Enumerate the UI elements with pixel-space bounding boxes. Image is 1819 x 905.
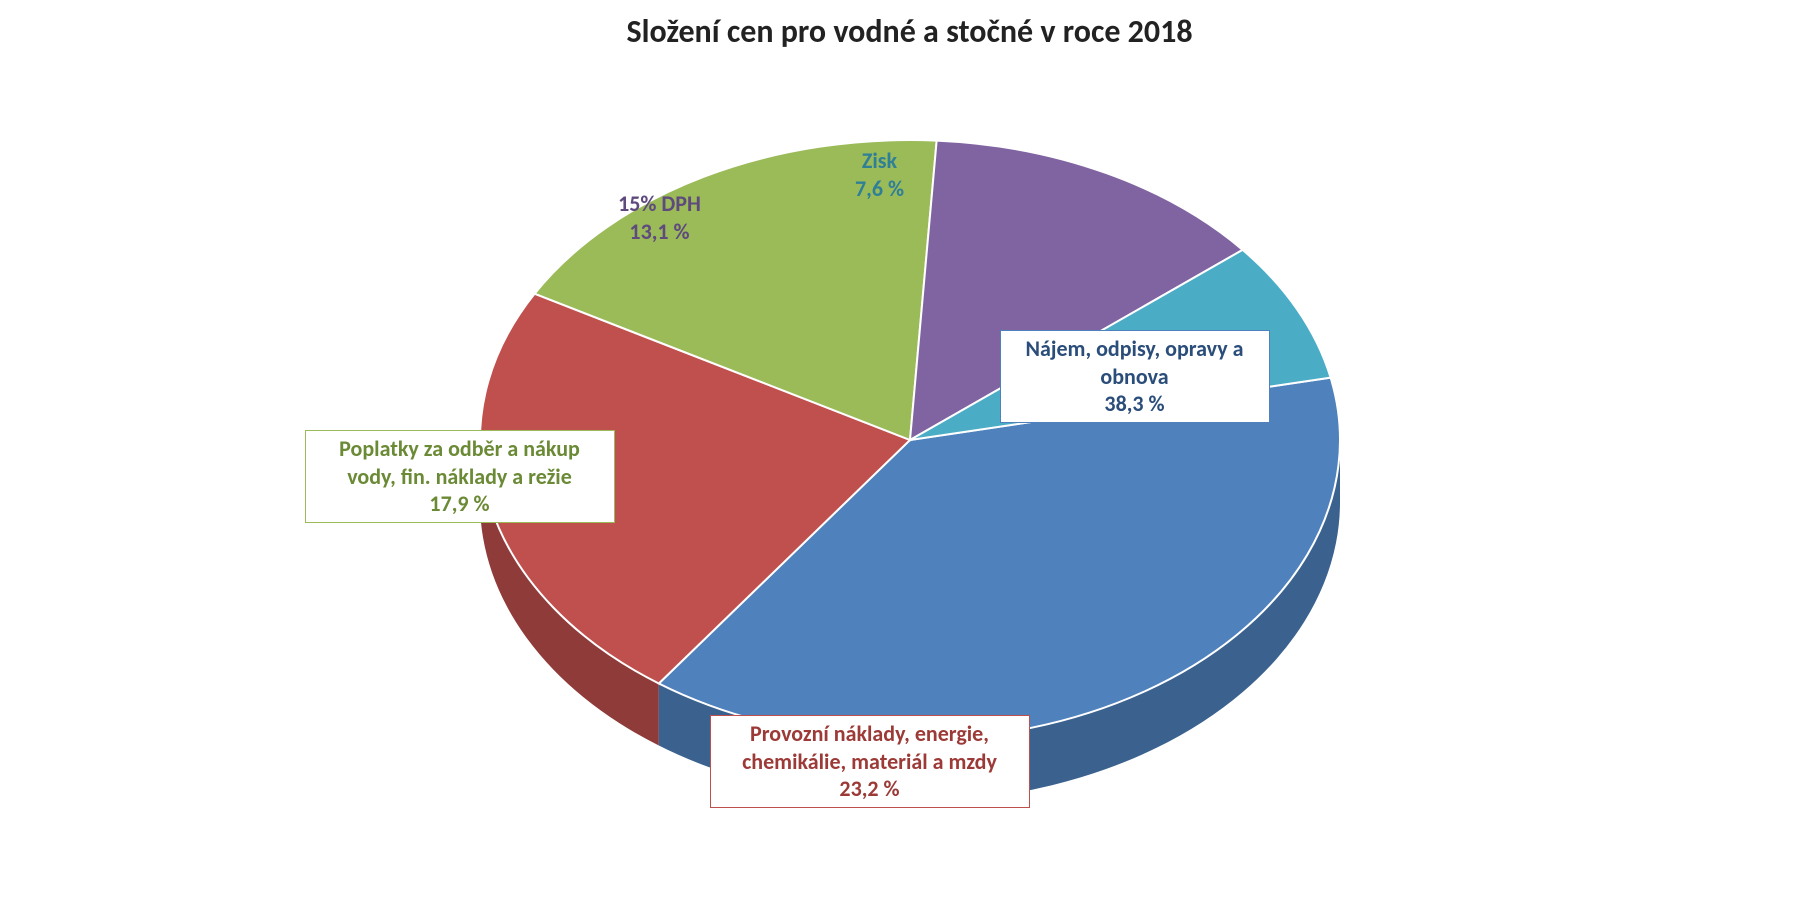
slice-label: Nájem, odpisy, opravy aobnova38,3 % [1000,330,1270,423]
slice-label-line: vody, fin. náklady a režie [316,463,604,491]
slice-label-line: 7,6 % [825,175,935,203]
slice-label-line: Zisk [825,147,935,175]
slice-label-line: 17,9 % [316,490,604,518]
slice-label-line: chemikálie, materiál a mzdy [721,748,1019,776]
slice-label-line: Nájem, odpisy, opravy a [1011,335,1259,363]
slice-label: Provozní náklady, energie,chemikálie, ma… [710,715,1030,808]
slice-label-line: Provozní náklady, energie, [721,720,1019,748]
pie-chart: Nájem, odpisy, opravy aobnova38,3 % Provo… [310,80,1510,905]
slice-label-line: 38,3 % [1011,390,1259,418]
slice-label-line: 15% DPH [590,190,730,218]
slice-label-line: obnova [1011,363,1259,391]
slice-label: Poplatky za odběr a nákupvody, fin. nákl… [305,430,615,523]
slice-label-line: 23,2 % [721,775,1019,803]
slice-label-line: Poplatky za odběr a nákup [316,435,604,463]
slice-label: 15% DPH13,1 % [590,190,730,245]
chart-title: Složení cen pro vodné a stočné v roce 20… [0,12,1819,51]
slice-label-line: 13,1 % [590,218,730,246]
slice-label: Zisk7,6 % [825,147,935,202]
